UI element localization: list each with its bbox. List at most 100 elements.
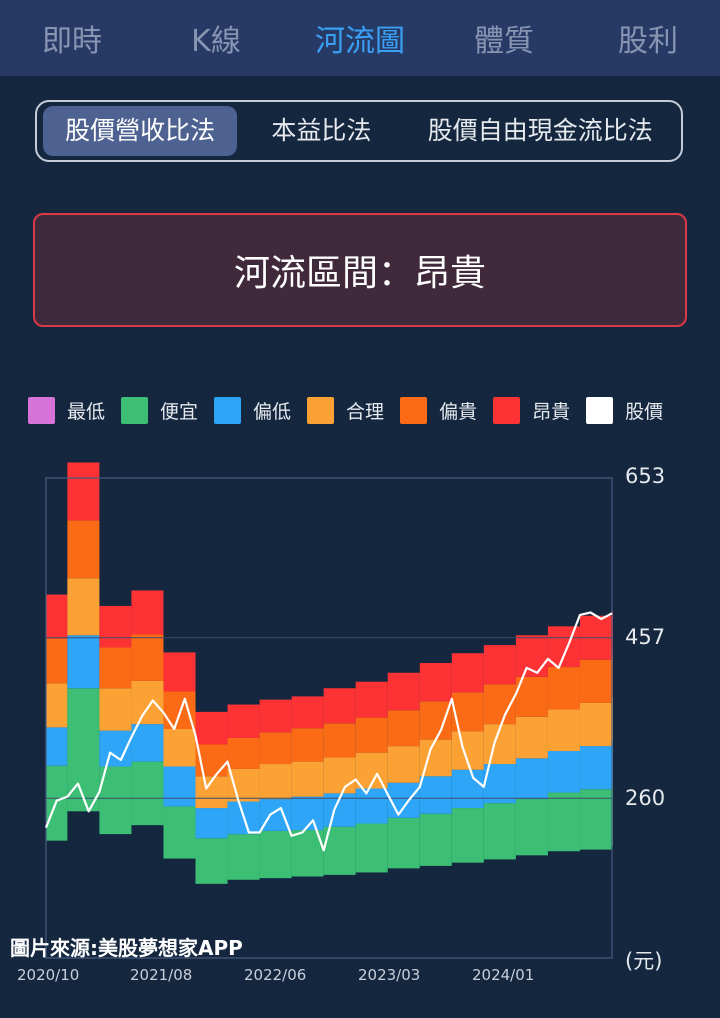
band-fair-segment [99, 688, 132, 731]
band-low-segment [46, 727, 68, 766]
legend-item-low: 偏低 [214, 396, 292, 424]
band-high-segment [387, 710, 420, 747]
band-cheap-segment [99, 766, 132, 835]
band-fair-segment [515, 716, 548, 759]
tab-kline[interactable]: K線 [191, 24, 241, 59]
tab-river-chart[interactable]: 河流圖 [315, 24, 405, 59]
band-cheap-segment [419, 813, 452, 866]
band-low-segment [291, 796, 324, 831]
band-high-segment [46, 638, 68, 684]
band-low-segment [547, 751, 580, 793]
legend-swatch [307, 396, 335, 424]
band-cheap-segment [515, 799, 548, 856]
legend-item-lowest: 最低 [28, 396, 106, 424]
y-axis-unit: (元) [625, 949, 663, 973]
method-price-fcf[interactable]: 股價自由現金流比法 [427, 116, 653, 145]
legend-swatch [586, 396, 614, 424]
band-low-segment [355, 788, 388, 824]
band-cheap-segment [547, 792, 580, 852]
band-low-segment [515, 758, 548, 800]
band-cheap-segment [579, 789, 612, 850]
legend-item-high: 偏貴 [400, 396, 478, 424]
band-high-segment [323, 723, 356, 758]
band-high-segment [99, 647, 132, 689]
band-expensive-segment [46, 594, 68, 639]
band-expensive-segment [291, 696, 324, 729]
legend-swatch [28, 396, 55, 424]
legend-label: 便宜 [160, 400, 199, 423]
legend-item-fair: 合理 [307, 396, 385, 424]
band-high-segment [291, 728, 324, 762]
band-low-segment [483, 764, 516, 804]
top-tab-bar: 即時 K線 河流圖 體質 股利 [0, 0, 720, 76]
band-cheap-segment [67, 688, 100, 812]
legend-label: 合理 [346, 400, 385, 423]
band-cheap-segment [355, 823, 388, 873]
y-tick-label-top: 653 [625, 464, 666, 488]
legend-item-price: 股價 [586, 396, 664, 424]
legend-swatch [214, 396, 242, 424]
band-expensive-segment [323, 688, 356, 724]
y-tick-label-mid: 457 [625, 625, 666, 649]
x-tick-label: 2020/10 [17, 966, 80, 984]
band-low-segment [419, 776, 452, 814]
band-cheap-segment [131, 761, 164, 826]
method-pe-ratio[interactable]: 本益比法 [271, 116, 372, 145]
band-low-segment [163, 766, 196, 807]
band-cheap-segment [227, 834, 260, 880]
band-fair-segment [323, 757, 356, 794]
band-low-segment [195, 808, 228, 839]
band-expensive-segment [227, 704, 260, 738]
legend-label: 最低 [67, 400, 106, 423]
method-price-sales[interactable]: 股價營收比法 [43, 106, 238, 156]
band-cheap-segment [195, 838, 228, 884]
legend-label: 昂貴 [532, 400, 571, 423]
band-cheap-segment [163, 806, 196, 859]
band-high-segment [451, 692, 484, 732]
band-low-segment [67, 635, 100, 689]
tab-fundamentals[interactable]: 體質 [474, 24, 534, 59]
band-high-segment [355, 717, 388, 753]
band-low-segment [451, 769, 484, 809]
tab-realtime[interactable]: 即時 [42, 24, 102, 59]
band-expensive-segment [355, 681, 388, 718]
band-cheap-segment [483, 803, 516, 860]
legend-label: 偏貴 [439, 400, 478, 423]
band-high-segment [227, 737, 260, 769]
x-tick-label: 2021/08 [130, 966, 193, 984]
x-tick-label: 2024/01 [472, 966, 535, 984]
band-expensive-segment [483, 645, 516, 685]
price-line [44, 611, 613, 852]
band-low-segment [387, 782, 420, 818]
legend-label: 股價 [625, 400, 664, 423]
image-source-caption: 圖片來源:美股夢想家APP [10, 936, 243, 960]
band-high-segment [259, 732, 292, 765]
x-tick-label: 2022/06 [244, 966, 307, 984]
band-low-segment [131, 724, 164, 762]
band-high-segment [579, 659, 612, 703]
band-cheap-segment [323, 826, 356, 875]
band-fair-segment [227, 768, 260, 802]
tab-dividends[interactable]: 股利 [618, 24, 678, 59]
x-tick-label: 2023/03 [358, 966, 421, 984]
band-fair-segment [291, 761, 324, 797]
band-expensive-segment [67, 462, 100, 521]
band-fair-segment [387, 746, 420, 783]
band-high-segment [547, 667, 580, 710]
valuation-method-selector: 股價營收比法 本益比法 股價自由現金流比法 [35, 100, 683, 162]
band-low-segment [579, 746, 612, 790]
band-fair-segment [579, 702, 612, 747]
band-expensive-segment [547, 626, 580, 668]
band-fair-segment [67, 578, 100, 636]
river-zone-text: 河流區間：昂貴 [233, 253, 486, 294]
band-high-segment [67, 520, 100, 579]
band-cheap-segment [387, 817, 420, 869]
band-expensive-segment [419, 662, 452, 702]
legend-label: 偏低 [253, 400, 292, 423]
band-fair-segment [259, 764, 292, 800]
band-high-segment [419, 701, 452, 740]
band-cheap-segment [451, 808, 484, 863]
band-cheap-segment [259, 830, 292, 879]
band-fair-segment [46, 683, 68, 728]
